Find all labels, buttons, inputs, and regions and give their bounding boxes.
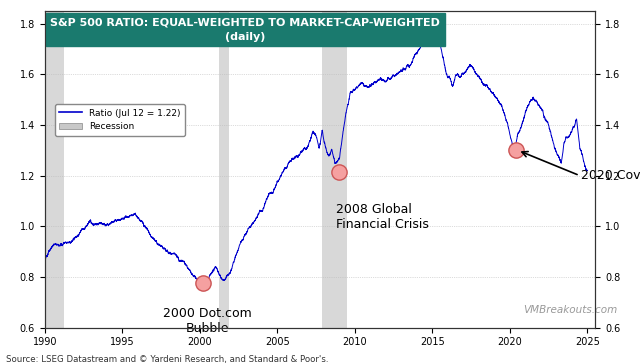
Bar <box>45 11 64 328</box>
Text: 2008 Global
Financial Crisis: 2008 Global Financial Crisis <box>336 203 429 232</box>
Text: 2020 Covid Pandemic: 2020 Covid Pandemic <box>581 169 640 182</box>
Legend: Ratio (Jul 12 = 1.22), Recession: Ratio (Jul 12 = 1.22), Recession <box>55 104 185 136</box>
Bar <box>220 11 229 328</box>
Text: S&P 500 RATIO: EQUAL-WEIGHTED TO MARKET-CAP-WEIGHTED
(daily): S&P 500 RATIO: EQUAL-WEIGHTED TO MARKET-… <box>51 17 440 42</box>
Text: Source: LSEG Datastream and © Yardeni Research, and Standard & Poor's.: Source: LSEG Datastream and © Yardeni Re… <box>6 355 329 364</box>
Bar <box>323 11 347 328</box>
Text: 2000 Dot.com
Bubble: 2000 Dot.com Bubble <box>163 307 252 335</box>
Text: VMBreakouts.com: VMBreakouts.com <box>524 305 618 315</box>
